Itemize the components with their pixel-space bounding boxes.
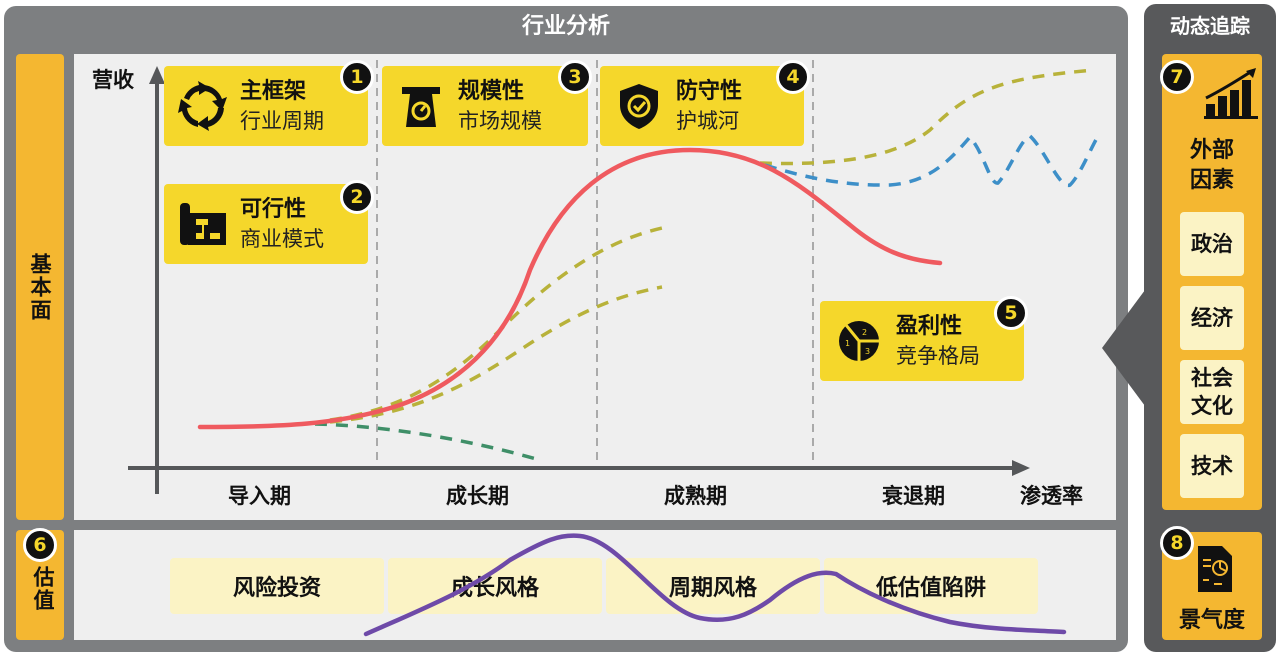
y-axis-label: 营收 [92, 68, 134, 92]
card-title: 可行性 [240, 197, 307, 222]
y-axis-arrow-icon [149, 66, 165, 84]
prosperity-title: 景气度 [1178, 608, 1245, 633]
card-feasibility[interactable]: 可行性 商业模式 [164, 184, 368, 264]
badge-4: 4 [776, 60, 810, 94]
revenue-curve [197, 147, 943, 430]
failure-path-curve [314, 422, 541, 462]
fundamentals-label: 基本面 [28, 252, 52, 322]
style-cyclical[interactable]: 周期风格 [606, 558, 820, 614]
badge-1: 1 [340, 60, 374, 94]
x-axis-arrow-icon [1012, 460, 1030, 476]
valuation-label: 估值 [31, 566, 55, 612]
factor-economy[interactable]: 经济 [1180, 286, 1244, 350]
card-title: 防守性 [676, 79, 743, 104]
badge-2: 2 [340, 180, 374, 214]
factor-society-culture[interactable]: 社会文化 [1180, 360, 1244, 424]
fundamentals-bar: 基本面 [16, 54, 64, 520]
svg-text:1: 1 [845, 339, 850, 348]
report-document-icon [1194, 544, 1234, 598]
axes [128, 80, 1016, 494]
card-profitability[interactable]: 2 1 3 盈利性 竞争格局 [820, 301, 1024, 381]
card-main-framework[interactable]: 主框架 行业周期 [164, 66, 368, 146]
panel-title: 行业分析 [521, 14, 610, 39]
card-subtitle: 市场规模 [458, 109, 542, 133]
x-axis-label: 渗透率 [1020, 484, 1083, 508]
maturity-volatile-curve [764, 133, 1099, 187]
valuation-curve [363, 533, 1067, 637]
badge-8: 8 [1160, 526, 1194, 560]
factor-technology[interactable]: 技术 [1180, 434, 1244, 498]
card-subtitle: 商业模式 [240, 227, 324, 251]
growth-low-curve [329, 285, 663, 424]
factor-politics[interactable]: 政治 [1180, 212, 1244, 276]
card-title: 主框架 [240, 79, 307, 104]
external-title-line2: 因素 [1189, 168, 1234, 193]
card-subtitle: 行业周期 [240, 109, 324, 133]
phase-dividers [376, 60, 814, 460]
pointer-arrow [1102, 286, 1148, 410]
external-factors-box: 外部 因素 政治 经济 社会文化 技术 [1162, 54, 1262, 510]
phase-growth: 成长期 [446, 484, 509, 508]
flowchart-blueprint-icon [174, 195, 232, 253]
maturity-regrowth-curve [759, 68, 1096, 166]
external-title-line1: 外部 [1189, 138, 1234, 163]
shield-check-icon [610, 77, 668, 135]
badge-5: 5 [994, 296, 1028, 330]
phase-decline: 衰退期 [882, 484, 945, 508]
badge-7: 7 [1160, 60, 1194, 94]
card-subtitle: 护城河 [676, 109, 739, 133]
phase-maturity: 成熟期 [664, 484, 727, 508]
svg-text:2: 2 [862, 328, 867, 337]
pie-segments-icon: 2 1 3 [830, 312, 888, 370]
recycle-arrows-icon [174, 77, 232, 135]
badge-3: 3 [558, 60, 592, 94]
style-venture[interactable]: 风险投资 [170, 558, 384, 614]
card-defensibility[interactable]: 防守性 护城河 [600, 66, 804, 146]
card-title: 盈利性 [896, 314, 963, 339]
dynamic-tracking-panel: 动态追踪 外部 因素 政治 经济 社会文化 技术 7 景气度 8 [1144, 4, 1276, 652]
prosperity-box[interactable]: 景气度 [1162, 532, 1262, 640]
badge-6: 6 [23, 528, 57, 562]
card-subtitle: 竞争格局 [896, 344, 980, 368]
growth-bar-chart-icon [1202, 68, 1260, 126]
weighing-scale-icon [392, 77, 450, 135]
card-scale[interactable]: 规模性 市场规模 [382, 66, 588, 146]
card-title: 规模性 [458, 79, 525, 104]
right-panel-title: 动态追踪 [1170, 14, 1250, 38]
svg-text:3: 3 [865, 347, 870, 356]
phase-intro: 导入期 [228, 484, 291, 508]
